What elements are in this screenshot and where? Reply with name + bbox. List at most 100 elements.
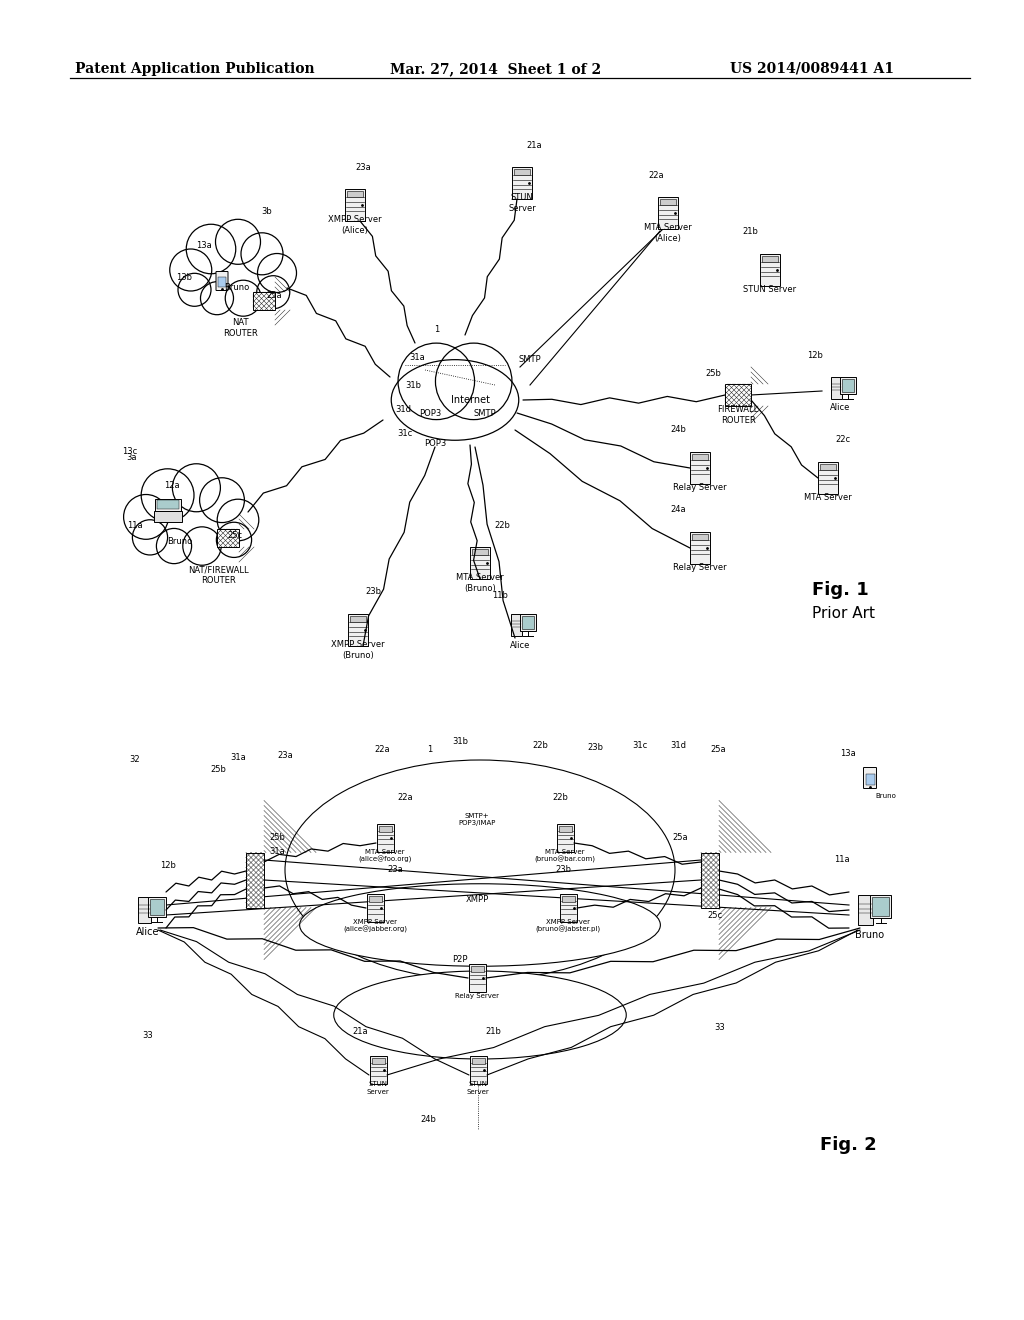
Text: SMTP+
POP3/IMAP: SMTP+ POP3/IMAP bbox=[459, 813, 496, 826]
FancyBboxPatch shape bbox=[522, 616, 534, 628]
Text: 21b: 21b bbox=[742, 227, 758, 236]
Text: P2P: P2P bbox=[453, 956, 468, 965]
Text: 25c: 25c bbox=[227, 531, 243, 540]
Text: 31a: 31a bbox=[410, 352, 425, 362]
FancyBboxPatch shape bbox=[218, 277, 226, 286]
FancyBboxPatch shape bbox=[865, 774, 874, 785]
Text: 23b: 23b bbox=[555, 866, 571, 874]
Circle shape bbox=[157, 528, 191, 564]
Text: 33: 33 bbox=[715, 1023, 725, 1032]
Text: POP3: POP3 bbox=[419, 408, 441, 417]
FancyBboxPatch shape bbox=[831, 378, 843, 399]
Text: 21a: 21a bbox=[352, 1027, 368, 1036]
FancyBboxPatch shape bbox=[471, 1059, 484, 1064]
Circle shape bbox=[178, 273, 211, 306]
FancyBboxPatch shape bbox=[156, 499, 180, 511]
Text: STUN
Server: STUN Server bbox=[467, 1081, 489, 1094]
Text: Relay Server: Relay Server bbox=[455, 993, 499, 999]
Text: 25b: 25b bbox=[706, 368, 721, 378]
Text: XMPP: XMPP bbox=[465, 895, 488, 904]
FancyBboxPatch shape bbox=[658, 197, 678, 228]
Text: 31d: 31d bbox=[395, 405, 411, 414]
FancyBboxPatch shape bbox=[690, 451, 710, 484]
Text: SMTP: SMTP bbox=[474, 408, 497, 417]
Text: 25b: 25b bbox=[269, 833, 285, 842]
Text: 25a: 25a bbox=[711, 746, 726, 755]
Text: 22a: 22a bbox=[374, 746, 390, 755]
Text: 21b: 21b bbox=[485, 1027, 501, 1036]
FancyBboxPatch shape bbox=[556, 824, 573, 851]
Text: Alice: Alice bbox=[829, 404, 850, 412]
Text: MTA Server
(alice@foo.org): MTA Server (alice@foo.org) bbox=[358, 849, 412, 863]
Circle shape bbox=[241, 232, 283, 275]
FancyBboxPatch shape bbox=[872, 898, 889, 916]
Text: 25a: 25a bbox=[266, 290, 282, 300]
Circle shape bbox=[186, 224, 236, 273]
FancyBboxPatch shape bbox=[842, 379, 854, 392]
Text: 13c: 13c bbox=[123, 447, 137, 457]
Text: FIREWALL
ROUTER: FIREWALL ROUTER bbox=[718, 405, 759, 425]
Text: 3a: 3a bbox=[127, 454, 137, 462]
FancyBboxPatch shape bbox=[347, 191, 362, 197]
Text: Mar. 27, 2014  Sheet 1 of 2: Mar. 27, 2014 Sheet 1 of 2 bbox=[390, 62, 601, 77]
FancyBboxPatch shape bbox=[470, 966, 483, 972]
FancyBboxPatch shape bbox=[520, 614, 536, 631]
Circle shape bbox=[201, 281, 233, 314]
Text: 13b: 13b bbox=[176, 273, 193, 282]
Text: Fig. 2: Fig. 2 bbox=[820, 1137, 877, 1154]
FancyBboxPatch shape bbox=[138, 898, 151, 923]
Text: 31d: 31d bbox=[670, 741, 686, 750]
Text: 1: 1 bbox=[434, 326, 439, 334]
Text: 3b: 3b bbox=[261, 206, 272, 215]
Text: 12b: 12b bbox=[160, 861, 176, 870]
FancyBboxPatch shape bbox=[470, 546, 490, 579]
Circle shape bbox=[170, 249, 212, 290]
FancyBboxPatch shape bbox=[154, 511, 182, 521]
FancyBboxPatch shape bbox=[345, 189, 365, 220]
Text: STUN Server: STUN Server bbox=[743, 285, 797, 294]
Text: 23a: 23a bbox=[387, 866, 402, 874]
Text: NAT
ROUTER: NAT ROUTER bbox=[222, 318, 257, 338]
FancyBboxPatch shape bbox=[760, 253, 780, 286]
Ellipse shape bbox=[285, 760, 675, 979]
Text: Alice: Alice bbox=[136, 927, 160, 937]
Text: 12a: 12a bbox=[164, 480, 180, 490]
FancyBboxPatch shape bbox=[725, 384, 751, 407]
Text: 12b: 12b bbox=[807, 351, 823, 360]
FancyBboxPatch shape bbox=[561, 896, 574, 902]
FancyBboxPatch shape bbox=[511, 614, 522, 636]
Text: 31a: 31a bbox=[230, 754, 246, 763]
FancyBboxPatch shape bbox=[350, 616, 366, 622]
Text: 23b: 23b bbox=[587, 743, 603, 752]
Text: 25a: 25a bbox=[672, 833, 688, 842]
FancyBboxPatch shape bbox=[840, 378, 856, 393]
FancyBboxPatch shape bbox=[348, 614, 368, 645]
FancyBboxPatch shape bbox=[379, 826, 391, 832]
Text: XMPP Server
(alice@jabber.org): XMPP Server (alice@jabber.org) bbox=[343, 919, 407, 933]
Ellipse shape bbox=[300, 884, 660, 966]
Circle shape bbox=[216, 523, 252, 557]
Text: 31b: 31b bbox=[406, 380, 421, 389]
FancyBboxPatch shape bbox=[217, 529, 239, 546]
Text: Alice: Alice bbox=[510, 640, 530, 649]
Text: 31c: 31c bbox=[633, 741, 647, 750]
Text: Prior Art: Prior Art bbox=[812, 606, 874, 622]
Text: 11b: 11b bbox=[493, 590, 508, 599]
FancyBboxPatch shape bbox=[370, 1056, 386, 1084]
FancyBboxPatch shape bbox=[216, 272, 228, 290]
Text: 25b: 25b bbox=[210, 766, 226, 775]
FancyBboxPatch shape bbox=[818, 462, 838, 494]
Text: Bruno: Bruno bbox=[855, 931, 885, 940]
Text: Fig. 1: Fig. 1 bbox=[812, 581, 868, 599]
Text: XMPP Server
(Alice): XMPP Server (Alice) bbox=[328, 215, 382, 235]
Circle shape bbox=[435, 343, 512, 420]
Text: 11a: 11a bbox=[127, 520, 142, 529]
FancyBboxPatch shape bbox=[246, 853, 264, 908]
Circle shape bbox=[141, 469, 194, 521]
Text: 13a: 13a bbox=[197, 240, 212, 249]
FancyBboxPatch shape bbox=[692, 535, 708, 540]
FancyBboxPatch shape bbox=[514, 169, 530, 176]
Ellipse shape bbox=[334, 972, 627, 1059]
Text: 21a: 21a bbox=[526, 140, 542, 149]
Text: Bruno: Bruno bbox=[167, 537, 193, 546]
